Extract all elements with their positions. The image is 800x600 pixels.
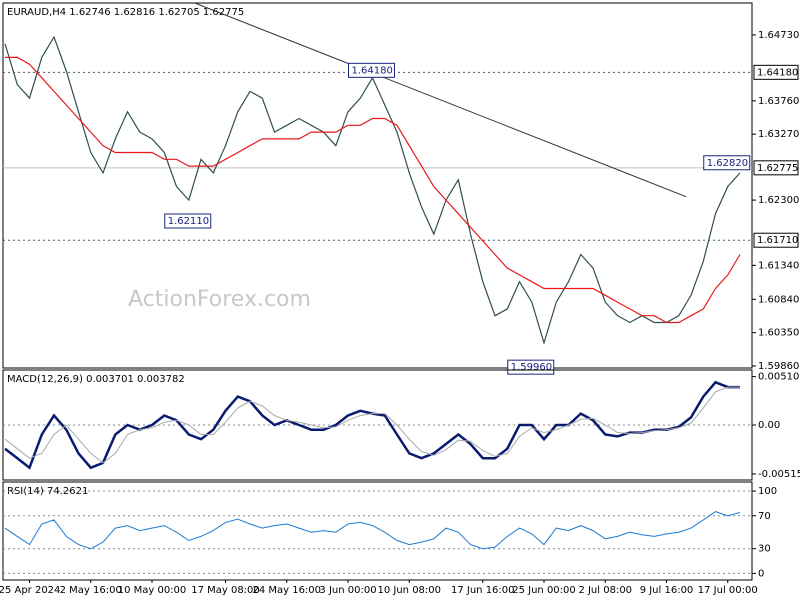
x-tick-label: 25 Jun 00:00 xyxy=(512,585,576,596)
y-tick-label: 1.62300 xyxy=(758,195,799,206)
y-tick-label: 1.59860 xyxy=(758,361,799,372)
level-label: 1.62775 xyxy=(757,163,798,174)
x-tick-label: 9 Jul 16:00 xyxy=(640,585,694,596)
price-label-box xyxy=(703,155,751,171)
x-tick-label: 2 May 16:00 xyxy=(60,585,122,596)
level-label: 1.61710 xyxy=(757,235,798,246)
price-label-box xyxy=(348,62,395,78)
level-label: 1.64180 xyxy=(757,67,798,78)
watermark: ActionForex.com xyxy=(128,287,311,312)
panel-title: MACD(12,26,9) 0.003701 0.003782 xyxy=(7,374,185,385)
price-label: 1.62110 xyxy=(168,216,209,227)
y-tick-label: 0.005102 xyxy=(758,372,800,383)
y-tick-label: 1.63270 xyxy=(758,129,799,140)
series-line xyxy=(5,56,741,324)
y-tick-label: 30 xyxy=(758,544,771,555)
y-tick-label: 0.00 xyxy=(758,420,780,431)
y-tick-label: 1.60350 xyxy=(758,328,799,339)
panel-title: RSI(14) 74.2621 xyxy=(7,486,88,497)
y-tick-label: 1.64730 xyxy=(758,30,799,41)
level-label-box xyxy=(753,232,799,248)
level-label-box xyxy=(753,64,799,80)
trendline xyxy=(194,3,687,198)
series-line xyxy=(4,386,740,464)
x-tick-label: 17 Jun 16:00 xyxy=(451,585,515,596)
price-label-box xyxy=(164,213,212,229)
series-line xyxy=(4,511,741,550)
x-tick-label: 17 Jul 00:00 xyxy=(698,585,758,596)
y-tick-label: -0.005159 xyxy=(758,469,800,480)
x-tick-label: 2 Jul 08:00 xyxy=(578,585,632,596)
x-tick-label: 24 May 16:00 xyxy=(252,585,321,596)
x-tick-label: 10 May 00:00 xyxy=(118,585,187,596)
y-tick-label: 70 xyxy=(758,511,771,522)
x-tick-label: 25 Apr 2024 xyxy=(0,585,60,596)
y-tick-label: 1.60840 xyxy=(758,294,799,305)
y-tick-label: 1.61340 xyxy=(758,260,799,271)
y-tick-label: 0 xyxy=(758,568,764,579)
x-tick-label: 3 Jun 00:00 xyxy=(319,585,376,596)
x-tick-label: 17 May 08:00 xyxy=(191,585,260,596)
y-tick-label: 1.63760 xyxy=(758,96,799,107)
price-label: 1.64180 xyxy=(352,65,393,76)
price-label-box xyxy=(507,359,555,375)
price-label: 1.62820 xyxy=(707,158,748,169)
price-label: 1.59960 xyxy=(511,362,552,373)
level-label-box xyxy=(753,160,799,176)
series-line xyxy=(4,35,741,345)
panel-title: EURAUD,H4 1.62746 1.62816 1.62705 1.6277… xyxy=(7,7,244,18)
panel-border xyxy=(2,2,753,369)
x-tick-label: 10 Jun 08:00 xyxy=(377,585,441,596)
panel-border xyxy=(2,481,753,581)
y-tick-label: 100 xyxy=(758,486,777,497)
